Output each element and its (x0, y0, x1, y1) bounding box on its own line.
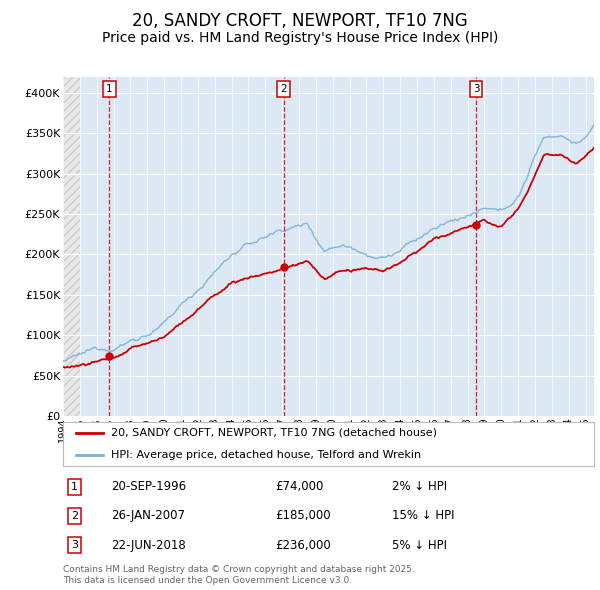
Text: 20-SEP-1996: 20-SEP-1996 (111, 480, 186, 493)
Text: 22-JUN-2018: 22-JUN-2018 (111, 539, 185, 552)
Text: 15% ↓ HPI: 15% ↓ HPI (392, 509, 455, 523)
Text: 1: 1 (71, 481, 78, 491)
Text: 3: 3 (71, 540, 78, 550)
Text: 20, SANDY CROFT, NEWPORT, TF10 7NG (detached house): 20, SANDY CROFT, NEWPORT, TF10 7NG (deta… (111, 428, 437, 438)
Text: 2% ↓ HPI: 2% ↓ HPI (392, 480, 448, 493)
Text: 26-JAN-2007: 26-JAN-2007 (111, 509, 185, 523)
Text: HPI: Average price, detached house, Telford and Wrekin: HPI: Average price, detached house, Telf… (111, 450, 421, 460)
Text: Price paid vs. HM Land Registry's House Price Index (HPI): Price paid vs. HM Land Registry's House … (102, 31, 498, 45)
Text: Contains HM Land Registry data © Crown copyright and database right 2025.
This d: Contains HM Land Registry data © Crown c… (63, 565, 415, 585)
Text: 20, SANDY CROFT, NEWPORT, TF10 7NG: 20, SANDY CROFT, NEWPORT, TF10 7NG (132, 12, 468, 30)
Text: 2: 2 (71, 511, 78, 521)
Text: 3: 3 (473, 84, 479, 94)
Text: 1: 1 (106, 84, 113, 94)
Text: 2: 2 (280, 84, 287, 94)
Text: £185,000: £185,000 (275, 509, 331, 523)
Text: 5% ↓ HPI: 5% ↓ HPI (392, 539, 447, 552)
Text: £74,000: £74,000 (275, 480, 324, 493)
Text: £236,000: £236,000 (275, 539, 331, 552)
